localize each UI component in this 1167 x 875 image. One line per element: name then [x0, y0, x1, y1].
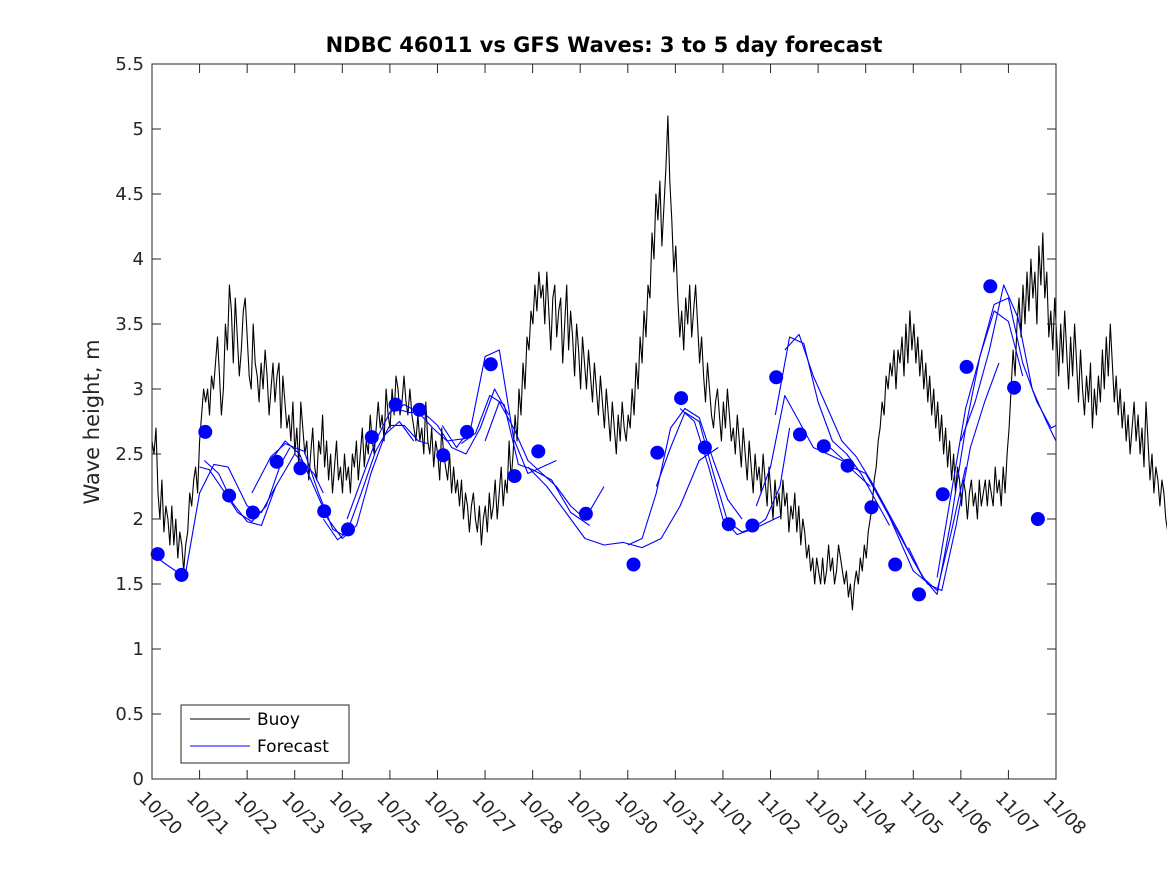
forecast-run-line	[199, 447, 291, 523]
y-tick-label: 5.5	[115, 54, 144, 75]
y-tick-label: 2.5	[115, 444, 144, 465]
y-tick-label: 0	[133, 769, 144, 790]
forecast-marker	[436, 448, 451, 463]
forecast-run-line	[627, 407, 743, 546]
forecast-marker	[507, 469, 522, 484]
forecast-marker	[769, 370, 784, 385]
chart-title: NDBC 46011 vs GFS Waves: 3 to 5 day fore…	[326, 33, 883, 57]
forecast-marker	[697, 440, 712, 455]
forecast-run-line	[322, 424, 429, 541]
forecast-marker	[364, 430, 379, 445]
forecast-marker	[341, 522, 355, 537]
y-axis-label: Wave height, m	[80, 339, 104, 504]
forecast-run-line	[679, 408, 791, 536]
forecast-marker	[935, 487, 950, 502]
forecast-marker	[912, 587, 926, 602]
forecast-run-line	[203, 453, 324, 527]
forecast-marker	[650, 445, 665, 460]
forecast-marker	[983, 279, 998, 294]
y-tick-label: 1	[133, 639, 144, 660]
forecast-marker	[245, 505, 260, 520]
forecast-marker	[816, 439, 831, 454]
forecast-marker	[864, 500, 879, 515]
legend-buoy-label: Buoy	[257, 710, 300, 730]
y-tick-label: 3.5	[115, 314, 144, 335]
axes-box	[151, 63, 1057, 780]
y-tick-label: 5	[133, 119, 144, 140]
legend-forecast-label: Forecast	[257, 737, 329, 757]
forecast-marker	[793, 427, 807, 442]
forecast-marker	[626, 557, 641, 572]
forecast-run-line	[460, 394, 591, 526]
forecast-marker	[888, 557, 903, 572]
forecast-marker	[959, 359, 974, 374]
forecast-marker	[483, 357, 498, 372]
forecast-run-line	[527, 447, 719, 549]
forecast-marker	[412, 402, 427, 417]
forecast-run-line	[869, 362, 1000, 592]
forecast-run-line	[346, 404, 467, 520]
forecast-marker	[388, 397, 403, 412]
forecast-marker	[460, 424, 474, 439]
forecast-marker	[578, 506, 593, 521]
forecast-run-line	[784, 333, 933, 588]
forecast-marker	[269, 454, 284, 469]
forecast-marker	[721, 517, 736, 532]
forecast-marker	[840, 458, 855, 473]
legend: Buoy Forecast	[180, 704, 350, 764]
y-tick-label: 1.5	[115, 574, 144, 595]
legend-box	[180, 704, 350, 764]
forecast-run-line	[270, 420, 415, 540]
y-tick-label: 4.5	[115, 184, 144, 205]
buoy-series-line	[151, 115, 1167, 611]
y-tick-label: 2	[133, 509, 144, 530]
y-tick-label: 0.5	[115, 704, 144, 725]
forecast-run-line	[251, 443, 352, 536]
forecast-marker	[745, 518, 760, 533]
data-marks	[150, 115, 1167, 611]
forecast-run-line	[960, 284, 1057, 442]
forecast-marker	[222, 488, 237, 503]
forecast-marker	[1030, 512, 1045, 526]
forecast-marker	[174, 567, 189, 582]
forecast-marker	[674, 391, 689, 406]
forecast-marker	[1007, 380, 1022, 395]
forecast-marker	[198, 424, 213, 439]
forecast-marker	[293, 461, 308, 476]
forecast-marker	[150, 547, 165, 562]
y-tick-label: 4	[133, 249, 144, 270]
y-tick-label: 3	[133, 379, 144, 400]
forecast-marker	[317, 504, 332, 519]
forecast-marker	[531, 444, 546, 459]
